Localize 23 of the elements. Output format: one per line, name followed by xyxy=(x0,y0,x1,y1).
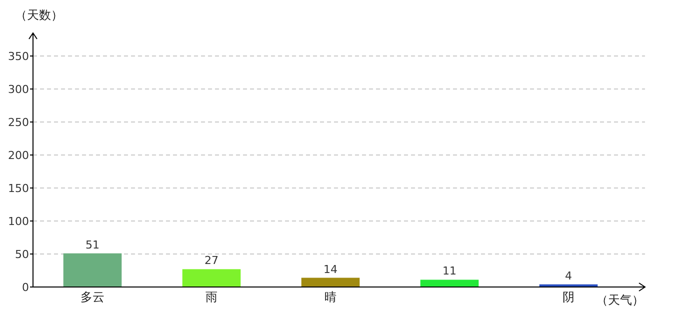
data-label: 4 xyxy=(565,269,572,282)
y-tick-label: 0 xyxy=(22,281,29,294)
bar xyxy=(63,253,122,287)
y-tick-label: 150 xyxy=(8,182,29,195)
data-label: 27 xyxy=(204,254,218,268)
data-label: 14 xyxy=(324,262,338,276)
x-tick-label: 雨 xyxy=(206,290,218,304)
y-tick-label: 300 xyxy=(8,83,29,96)
x-tick-label: 晴 xyxy=(324,290,336,304)
data-label: 51 xyxy=(86,238,100,252)
y-axis-title: （天数） xyxy=(15,8,63,22)
bar xyxy=(420,280,479,287)
y-tick-label: 350 xyxy=(8,50,29,63)
y-tick-label: 100 xyxy=(8,215,29,228)
data-label: 11 xyxy=(442,264,456,278)
x-axis-title: （天气） xyxy=(596,293,644,307)
y-tick-label: 50 xyxy=(15,248,29,261)
bar xyxy=(301,278,360,287)
x-tick-label: 阴 xyxy=(562,290,574,304)
x-tick-label: 多云 xyxy=(80,290,104,304)
y-tick-label: 250 xyxy=(8,116,29,129)
y-tick-label: 200 xyxy=(8,149,29,162)
bar xyxy=(182,269,241,287)
